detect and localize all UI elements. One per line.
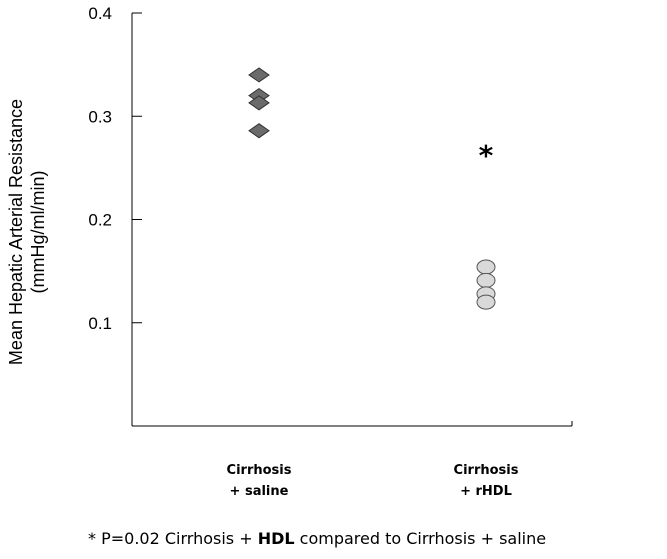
circle-point [476,294,496,310]
data-points: * [248,67,496,310]
y-axis-title-line2: (mmHg/ml/min) [28,171,48,294]
y-axis-title-line1: Mean Hepatic Arterial Resistance [6,99,26,365]
diamond-point [248,67,270,83]
diamond-point [248,123,270,139]
footnote-bold-hdl: HDL [257,529,295,548]
scatter-chart: 0.1 0.2 0.3 0.4 Cirrhosis + saline Cirrhosis +… [6,4,573,499]
x-category-label-line1: Cirrhosis [227,463,292,478]
x-category-label-line1: Cirrhosis [454,463,519,478]
circle-point [476,272,496,288]
y-axis: 0.1 0.2 0.3 0.4 [88,4,142,426]
y-tick-label: 0.3 [88,107,112,126]
y-tick-label: 0.4 [88,4,112,23]
x-axis: Cirrhosis + saline Cirrhosis + rHDL [132,421,573,499]
x-category-label-line2: + saline [230,484,289,499]
x-category-label-line2: + rHDL [460,484,512,499]
diamond-point [248,95,270,111]
footnote-text-start: * P=0.02 Cirrhosis + [88,529,258,548]
y-tick-label: 0.2 [88,211,112,230]
circle-point [476,259,496,275]
y-tick-label: 0.1 [88,314,112,333]
significance-asterisk: * [479,139,494,172]
footnote: * P=0.02 Cirrhosis + HDL compared to Cir… [88,529,667,548]
footnote-text-end: compared to Cirrhosis + saline [294,529,547,548]
